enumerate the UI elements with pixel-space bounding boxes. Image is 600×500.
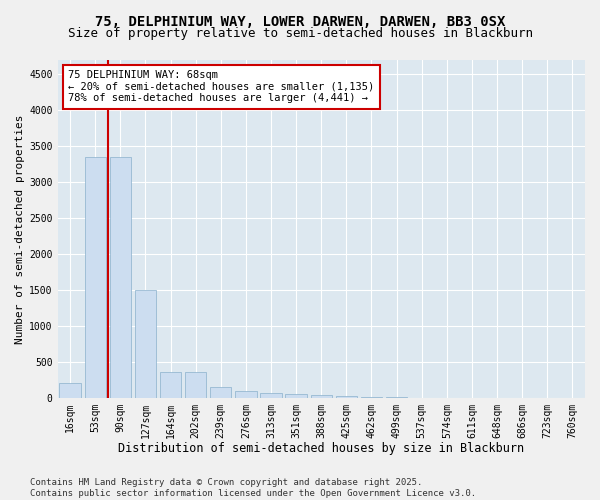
Bar	[235, 392, 257, 398]
Text: 75 DELPHINIUM WAY: 68sqm
← 20% of semi-detached houses are smaller (1,135)
78% o: 75 DELPHINIUM WAY: 68sqm ← 20% of semi-d…	[68, 70, 374, 103]
Bar	[160, 372, 181, 398]
Text: Size of property relative to semi-detached houses in Blackburn: Size of property relative to semi-detach…	[67, 28, 533, 40]
Text: Contains HM Land Registry data © Crown copyright and database right 2025.
Contai: Contains HM Land Registry data © Crown c…	[30, 478, 476, 498]
Bar	[185, 372, 206, 398]
Bar	[311, 395, 332, 398]
Bar	[85, 157, 106, 398]
Bar	[210, 387, 232, 398]
Bar	[286, 394, 307, 398]
Y-axis label: Number of semi-detached properties: Number of semi-detached properties	[15, 114, 25, 344]
Bar	[260, 393, 282, 398]
Title: 75, DELPHINIUM WAY, LOWER DARWEN, DARWEN, BB3 0SX
Size of property relative to s: 75, DELPHINIUM WAY, LOWER DARWEN, DARWEN…	[0, 499, 1, 500]
Bar	[110, 157, 131, 398]
Bar	[59, 384, 81, 398]
Bar	[336, 396, 357, 398]
X-axis label: Distribution of semi-detached houses by size in Blackburn: Distribution of semi-detached houses by …	[118, 442, 524, 455]
Bar	[361, 396, 382, 398]
Bar	[135, 290, 156, 398]
Text: 75, DELPHINIUM WAY, LOWER DARWEN, DARWEN, BB3 0SX: 75, DELPHINIUM WAY, LOWER DARWEN, DARWEN…	[95, 15, 505, 29]
